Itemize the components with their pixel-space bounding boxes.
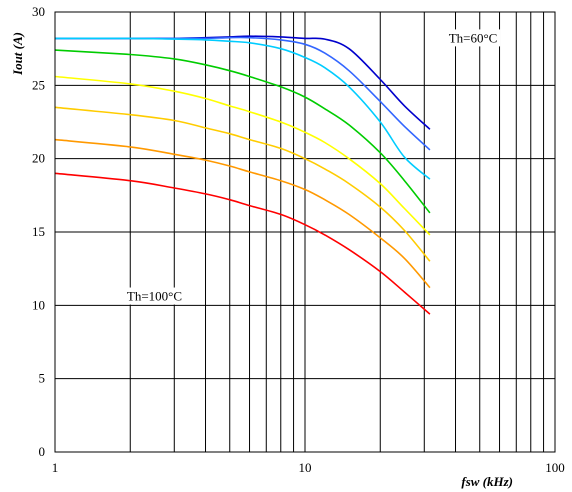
- x-tick-label: 100: [545, 460, 565, 475]
- y-tick-label: 25: [32, 77, 45, 92]
- series-line-4: [54, 49, 431, 214]
- plot-frame: [54, 11, 556, 453]
- y-tick-label: 20: [32, 151, 45, 166]
- grid: [55, 12, 555, 452]
- annotation-1: Th=60°C: [445, 29, 501, 47]
- y-tick-label: 0: [39, 444, 46, 459]
- series-line-8: [54, 172, 431, 315]
- y-tick-label: 10: [32, 297, 45, 312]
- series-line-5: [54, 75, 431, 236]
- series-line-3: [54, 37, 431, 180]
- annotation-background: [123, 287, 186, 305]
- y-tick-label: 5: [39, 371, 46, 386]
- annotation-label: Th=100°C: [127, 289, 182, 304]
- y-tick-label: 30: [32, 4, 45, 19]
- series-line-7: [54, 138, 431, 289]
- y-tick-label: 15: [32, 224, 45, 239]
- tick-labels: 0 5 10 15 20 25 30 1 10 100: [32, 4, 565, 475]
- x-tick-label: 10: [299, 460, 312, 475]
- series-line-6: [54, 106, 431, 262]
- y-axis-title: Iout (A): [10, 32, 25, 76]
- annotation-background: [445, 29, 501, 47]
- x-tick-label: 1: [52, 460, 59, 475]
- x-axis-title: fsw (kHz): [461, 474, 513, 489]
- annotations: Th=60°C Th=100°C: [123, 29, 501, 305]
- annotation-2: Th=100°C: [123, 287, 186, 305]
- series-group: [54, 35, 431, 315]
- annotation-label: Th=60°C: [449, 30, 498, 45]
